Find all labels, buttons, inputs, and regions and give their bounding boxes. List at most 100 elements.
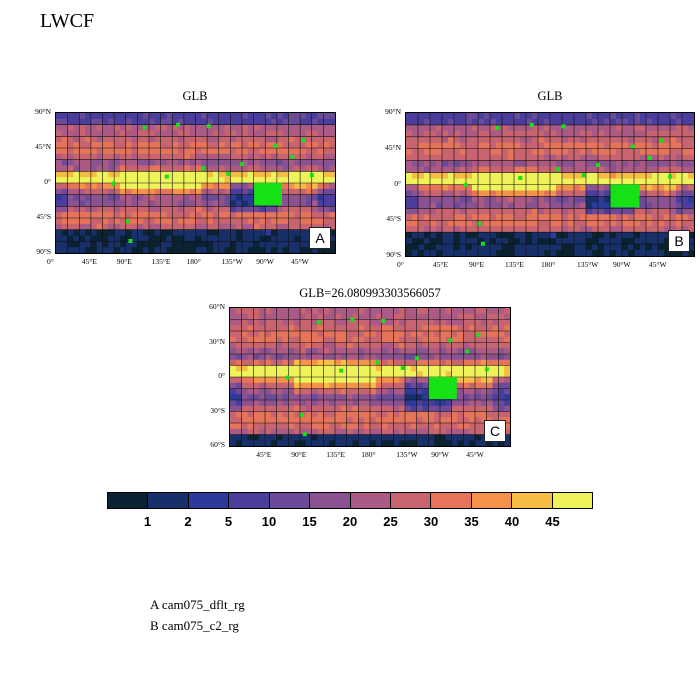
field-cell <box>114 241 121 248</box>
x-tick-label: 0° <box>397 260 404 269</box>
field-cell <box>242 235 249 242</box>
field-cell <box>422 405 429 413</box>
field-cell <box>454 226 461 233</box>
field-cell <box>265 371 272 378</box>
field-cell <box>381 354 389 361</box>
field-cell <box>508 226 515 233</box>
field-cell <box>294 183 301 190</box>
field-cell <box>335 359 342 367</box>
field-cell <box>422 417 429 424</box>
field-cell <box>410 417 418 424</box>
field-cell <box>670 220 677 227</box>
field-cell <box>56 159 63 167</box>
field-cell <box>288 423 295 430</box>
field-cell <box>526 196 533 203</box>
field-cell <box>568 250 575 256</box>
field-cell <box>212 148 220 155</box>
field-cell <box>352 331 359 338</box>
field-cell <box>235 388 243 395</box>
field-cell <box>96 235 104 242</box>
field-cell <box>457 313 464 321</box>
field-cell <box>393 308 400 315</box>
field-cell <box>424 196 431 203</box>
field-cell <box>370 348 377 355</box>
field-cell <box>562 208 569 215</box>
colorbar-swatch <box>350 493 391 508</box>
field-cell <box>224 148 231 155</box>
field-cell <box>436 196 443 203</box>
field-cell <box>241 319 249 326</box>
field-cell <box>149 247 156 253</box>
field-cell <box>486 336 494 344</box>
field-cell <box>253 336 260 344</box>
field-cell <box>550 124 557 132</box>
field-cell <box>282 183 290 190</box>
field-cell <box>212 188 220 196</box>
field-cell <box>90 223 98 231</box>
field-cell <box>670 160 677 168</box>
field-cell <box>405 377 412 384</box>
field-cell <box>410 359 418 367</box>
field-cell <box>323 165 330 172</box>
field-cell <box>189 212 197 219</box>
field-cell <box>270 440 278 446</box>
field-cell <box>323 124 330 132</box>
field-cell <box>598 136 605 144</box>
field-cell <box>658 238 665 245</box>
field-cell <box>282 331 289 338</box>
field-cell <box>514 136 521 144</box>
field-cell <box>224 229 231 237</box>
field-cell <box>405 308 412 315</box>
field-cell <box>532 214 539 221</box>
field-cell <box>514 154 521 162</box>
field-cell <box>305 153 313 161</box>
field-cell <box>358 342 365 349</box>
field-cell <box>259 247 266 253</box>
field-cell <box>183 194 191 202</box>
field-cell <box>646 250 653 256</box>
field-cell <box>502 226 509 233</box>
highlight-point <box>414 356 419 361</box>
field-cell <box>189 171 197 178</box>
field-cell <box>294 171 301 178</box>
field-cell <box>472 250 479 256</box>
field-cell <box>114 229 121 237</box>
field-cell <box>160 153 168 161</box>
field-cell <box>259 206 266 213</box>
field-cell <box>166 247 173 253</box>
field-cell <box>352 371 359 378</box>
field-cell <box>276 336 284 344</box>
field-cell <box>586 124 593 132</box>
field-cell <box>514 184 521 192</box>
field-cell <box>270 382 278 390</box>
field-cell <box>410 423 418 430</box>
field-cell <box>486 325 494 332</box>
field-cell <box>154 212 162 219</box>
field-cell <box>317 159 324 167</box>
field-cell <box>532 130 539 138</box>
field-cell <box>418 202 425 209</box>
field-cell <box>598 113 605 120</box>
field-cell <box>61 229 69 237</box>
field-cell <box>276 218 284 225</box>
field-cell <box>235 440 243 446</box>
field-cell <box>329 325 336 332</box>
field-cell <box>634 142 641 150</box>
field-cell <box>358 388 365 395</box>
field-cell <box>592 196 599 203</box>
field-cell <box>496 250 503 256</box>
field-cell <box>604 196 611 203</box>
field-cell <box>592 178 599 186</box>
field-cell <box>189 235 197 242</box>
field-cell <box>311 434 319 441</box>
field-cell <box>604 160 611 168</box>
field-cell <box>652 238 659 245</box>
field-cell <box>445 423 453 430</box>
field-cell <box>472 214 479 221</box>
field-cell <box>610 118 617 126</box>
field-cell <box>646 172 653 180</box>
field-cell <box>90 165 98 172</box>
field-cell <box>201 177 208 184</box>
field-cell <box>276 394 284 401</box>
field-cell <box>682 136 689 144</box>
